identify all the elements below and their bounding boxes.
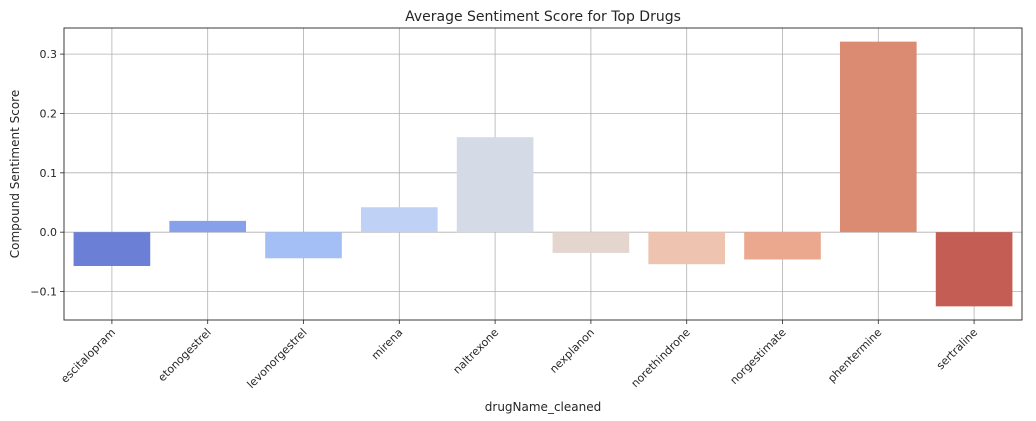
y-tick-label: 0.2 xyxy=(40,107,58,120)
plot-frame xyxy=(63,27,1023,321)
y-axis-label: Compound Sentiment Score xyxy=(8,90,22,258)
bar-norethindrone xyxy=(648,232,726,265)
bar-naltrexone xyxy=(456,137,534,233)
x-tick-label: phentermine xyxy=(825,326,884,385)
y-tick-label: 0.3 xyxy=(40,48,58,61)
x-tick-label: sertraline xyxy=(934,326,980,372)
bar-nexplanon xyxy=(552,232,630,253)
plot-border xyxy=(63,27,1023,321)
y-tick-label: 0.0 xyxy=(40,226,58,239)
x-tick-label: norethindrone xyxy=(629,326,693,390)
y-tick-label: 0.1 xyxy=(40,167,58,180)
x-tick-label: naltrexone xyxy=(451,326,502,377)
x-tick-label: mirena xyxy=(369,326,405,362)
bar-layer xyxy=(73,41,1013,307)
bar-norgestimate xyxy=(744,232,821,260)
bar-sertraline xyxy=(935,232,1013,307)
x-tick-label: levonorgestrel xyxy=(245,326,310,391)
chart-title: Average Sentiment Score for Top Drugs xyxy=(405,9,681,25)
bar-escitalopram xyxy=(73,232,151,266)
y-axis-ticks: −0.1 0.0 0.1 0.2 0.3 xyxy=(30,48,64,299)
x-tick-label: escitalopram xyxy=(58,326,118,386)
bar-mirena xyxy=(360,207,438,233)
bar-etonogestrel xyxy=(169,220,247,233)
x-tick-label: norgestimate xyxy=(728,326,789,387)
bar-phentermine xyxy=(839,41,917,233)
y-tick-label: −0.1 xyxy=(30,286,57,299)
bar-levonorgestrel xyxy=(265,232,342,259)
x-axis-ticks: escitalopram etonogestrel levonorgestrel mi… xyxy=(58,320,980,391)
x-tick-label: etonogestrel xyxy=(156,326,214,384)
x-axis-label: drugName_cleaned xyxy=(485,400,601,414)
x-tick-label: nexplanon xyxy=(547,326,597,376)
